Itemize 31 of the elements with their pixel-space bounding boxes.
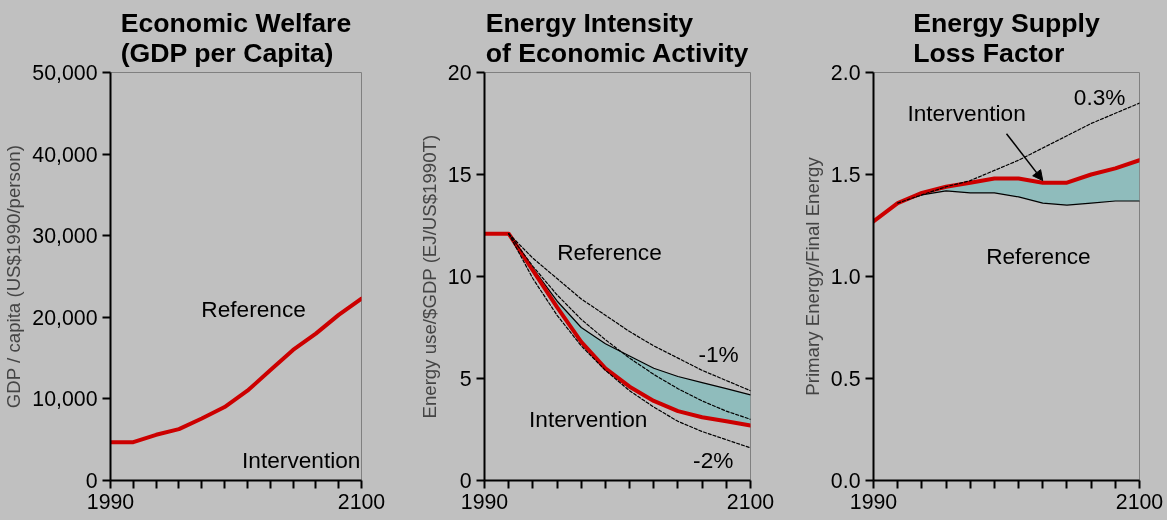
y-tick-label: 1.0 bbox=[830, 265, 861, 289]
y-tick-label: 10,000 bbox=[32, 387, 98, 412]
chart-title: Economic Welfare (GDP per Capita) bbox=[120, 7, 352, 68]
chart-title: Energy Supply Loss Factor bbox=[913, 7, 1100, 68]
x-tick-label: 2100 bbox=[726, 489, 775, 514]
y-tick-label: 20 bbox=[447, 61, 472, 85]
annotation: -1% bbox=[698, 341, 739, 368]
annotation: Intervention bbox=[907, 100, 1026, 127]
annotation: 0.3% bbox=[1073, 83, 1126, 110]
y-axis-title: Energy use/$GDP (EJ/US$1990T) bbox=[418, 134, 440, 419]
y-tick-label: 50,000 bbox=[32, 61, 98, 85]
annotation: Intervention bbox=[242, 447, 361, 474]
annotation: Reference bbox=[557, 239, 662, 266]
y-axis-title: Primary Energy/Final Energy bbox=[801, 156, 823, 396]
y-tick-label: 40,000 bbox=[32, 142, 98, 167]
annotation: Reference bbox=[986, 243, 1091, 270]
x-tick-label: 2100 bbox=[337, 489, 386, 514]
annotation: Reference bbox=[201, 296, 306, 323]
y-tick-label: 1.5 bbox=[830, 163, 861, 187]
y-tick-label: 5 bbox=[459, 367, 472, 391]
y-tick-label: 15 bbox=[447, 163, 472, 187]
y-tick-label: 0.5 bbox=[830, 367, 861, 391]
y-tick-label: 30,000 bbox=[32, 224, 98, 249]
chart-title: Energy Intensity of Economic Activity bbox=[485, 7, 749, 68]
annotation: Intervention bbox=[529, 406, 648, 433]
annotation: -2% bbox=[693, 447, 734, 474]
y-axis-title: GDP / capita (US$1990/person) bbox=[3, 145, 25, 409]
x-tick-label: 2100 bbox=[1115, 489, 1164, 514]
y-tick-label: 10 bbox=[447, 265, 472, 289]
y-tick-label: 20,000 bbox=[32, 305, 98, 330]
y-tick-label: 2.0 bbox=[830, 61, 861, 85]
